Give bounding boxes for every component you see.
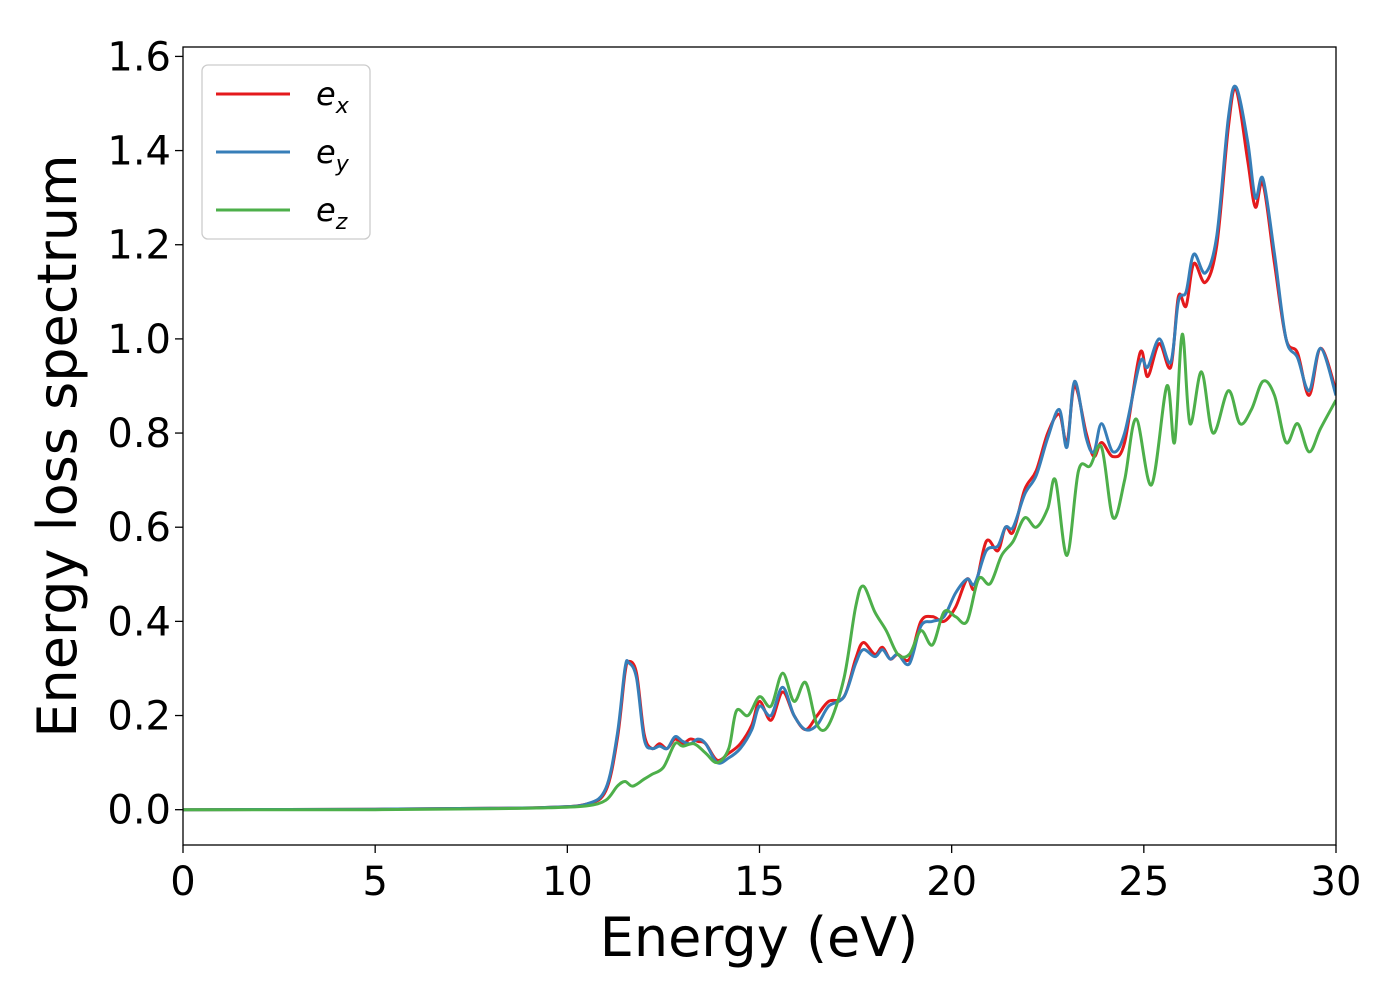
y-axis-label: Energy loss spectrum	[26, 154, 89, 737]
x-axis: 0 5 10 15 20 25 30	[170, 845, 1361, 905]
y-axis: 0.0 0.2 0.4 0.6 0.8 1.0 1.2 1.4 1.6	[107, 34, 183, 834]
series-line-e-z	[183, 332, 1336, 812]
x-tick-label: 10	[542, 859, 593, 905]
series-line-e-x	[183, 86, 1336, 812]
y-tick-label: 1.4	[107, 129, 171, 175]
y-tick-label: 0.2	[107, 694, 171, 740]
y-tick-label: 0.0	[107, 788, 171, 834]
x-tick-label: 20	[926, 859, 977, 905]
x-tick-label: 15	[734, 859, 785, 905]
y-tick-label: 0.4	[107, 599, 171, 645]
x-tick-label: 30	[1311, 859, 1362, 905]
y-tick-label: 1.2	[107, 223, 171, 269]
x-axis-label: Energy (eV)	[600, 906, 919, 969]
y-tick-label: 1.0	[107, 317, 171, 363]
y-tick-label: 0.8	[107, 411, 171, 457]
x-tick-label: 5	[362, 859, 387, 905]
y-tick-label: 1.6	[107, 34, 171, 80]
y-tick-label: 0.6	[107, 505, 171, 551]
series-layer	[183, 84, 1336, 812]
series-line-e-y	[183, 84, 1336, 812]
x-tick-label: 0	[170, 859, 195, 905]
x-tick-label: 25	[1118, 859, 1169, 905]
